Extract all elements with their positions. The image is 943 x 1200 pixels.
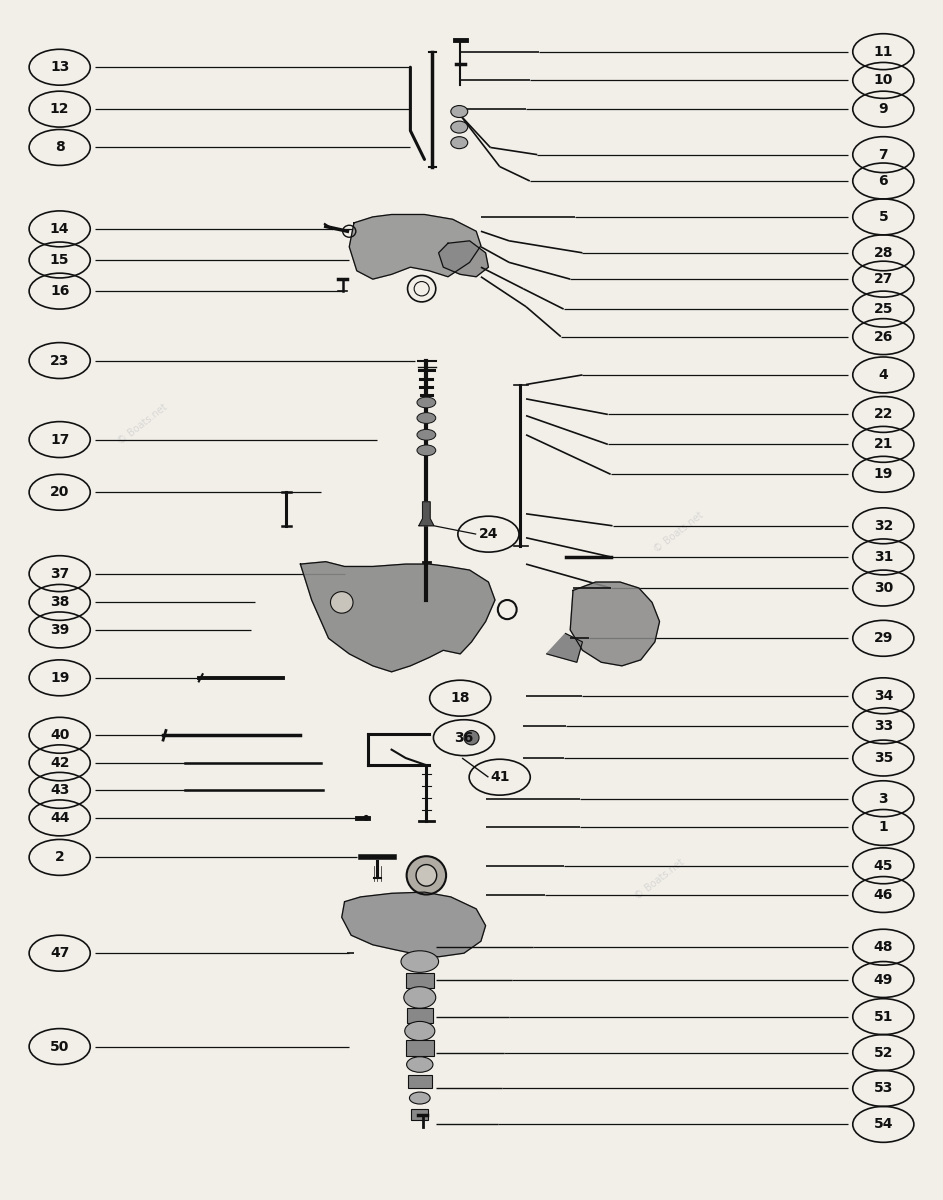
- Ellipse shape: [451, 137, 468, 149]
- Ellipse shape: [406, 1057, 433, 1073]
- Ellipse shape: [417, 445, 436, 456]
- Ellipse shape: [330, 592, 353, 613]
- Text: 41: 41: [490, 770, 509, 784]
- Ellipse shape: [417, 413, 436, 424]
- Text: 11: 11: [873, 44, 893, 59]
- Polygon shape: [301, 562, 495, 672]
- Text: 18: 18: [451, 691, 470, 706]
- Text: 19: 19: [873, 467, 893, 481]
- Text: 15: 15: [50, 253, 70, 266]
- Text: 16: 16: [50, 284, 70, 298]
- Text: 27: 27: [873, 272, 893, 286]
- Text: 31: 31: [873, 550, 893, 564]
- FancyBboxPatch shape: [408, 1075, 432, 1088]
- Text: 28: 28: [873, 246, 893, 260]
- Text: 33: 33: [874, 719, 893, 733]
- Ellipse shape: [464, 731, 479, 745]
- Ellipse shape: [417, 397, 436, 408]
- Polygon shape: [438, 241, 488, 277]
- Text: 2: 2: [55, 851, 64, 864]
- FancyBboxPatch shape: [411, 1110, 428, 1120]
- Text: 1: 1: [879, 821, 888, 834]
- Text: 48: 48: [873, 940, 893, 954]
- Text: © Boats.net: © Boats.net: [652, 510, 705, 554]
- Ellipse shape: [409, 1092, 430, 1104]
- Text: 38: 38: [50, 595, 70, 610]
- Text: 45: 45: [873, 859, 893, 872]
- Text: 30: 30: [874, 581, 893, 595]
- Text: 51: 51: [873, 1009, 893, 1024]
- FancyBboxPatch shape: [405, 973, 434, 989]
- Ellipse shape: [401, 950, 438, 972]
- Text: © Boats.net: © Boats.net: [116, 402, 169, 446]
- Ellipse shape: [405, 1021, 435, 1040]
- Text: 17: 17: [50, 432, 70, 446]
- Text: 12: 12: [50, 102, 70, 116]
- Ellipse shape: [417, 430, 436, 440]
- Text: 7: 7: [879, 148, 888, 162]
- Ellipse shape: [451, 106, 468, 118]
- Text: 20: 20: [50, 485, 70, 499]
- Text: 42: 42: [50, 756, 70, 770]
- Polygon shape: [547, 634, 583, 662]
- Text: 53: 53: [873, 1081, 893, 1096]
- Text: 35: 35: [873, 751, 893, 766]
- Ellipse shape: [416, 864, 437, 886]
- Text: 26: 26: [873, 330, 893, 343]
- Text: 39: 39: [50, 623, 69, 637]
- Text: 24: 24: [479, 527, 498, 541]
- Text: 6: 6: [879, 174, 888, 188]
- Text: 13: 13: [50, 60, 70, 74]
- Text: © Boats.net: © Boats.net: [633, 857, 687, 901]
- Text: 22: 22: [873, 408, 893, 421]
- Polygon shape: [349, 215, 481, 280]
- Text: 14: 14: [50, 222, 70, 236]
- Text: 3: 3: [879, 792, 888, 805]
- Text: 54: 54: [873, 1117, 893, 1132]
- Text: 36: 36: [455, 731, 473, 745]
- Text: 29: 29: [873, 631, 893, 646]
- Text: 52: 52: [873, 1045, 893, 1060]
- Text: 32: 32: [873, 518, 893, 533]
- Polygon shape: [419, 502, 434, 526]
- Polygon shape: [341, 892, 486, 956]
- Text: 9: 9: [879, 102, 888, 116]
- FancyBboxPatch shape: [405, 1040, 434, 1056]
- Text: 37: 37: [50, 566, 69, 581]
- Ellipse shape: [363, 815, 369, 821]
- Text: 21: 21: [873, 437, 893, 451]
- FancyBboxPatch shape: [406, 1008, 433, 1022]
- Text: 43: 43: [50, 784, 70, 797]
- Text: 8: 8: [55, 140, 64, 155]
- Polygon shape: [571, 582, 659, 666]
- Text: 47: 47: [50, 946, 70, 960]
- Ellipse shape: [406, 857, 446, 894]
- Text: 49: 49: [873, 972, 893, 986]
- Text: 4: 4: [879, 368, 888, 382]
- Text: 10: 10: [873, 73, 893, 88]
- Text: 5: 5: [879, 210, 888, 224]
- Text: 19: 19: [50, 671, 70, 685]
- Text: 44: 44: [50, 811, 70, 824]
- Text: 50: 50: [50, 1039, 70, 1054]
- Text: 23: 23: [50, 354, 70, 367]
- Ellipse shape: [404, 986, 436, 1008]
- Text: 34: 34: [873, 689, 893, 703]
- Text: 40: 40: [50, 728, 70, 743]
- Text: 46: 46: [873, 888, 893, 901]
- Text: 25: 25: [873, 302, 893, 316]
- Ellipse shape: [451, 121, 468, 133]
